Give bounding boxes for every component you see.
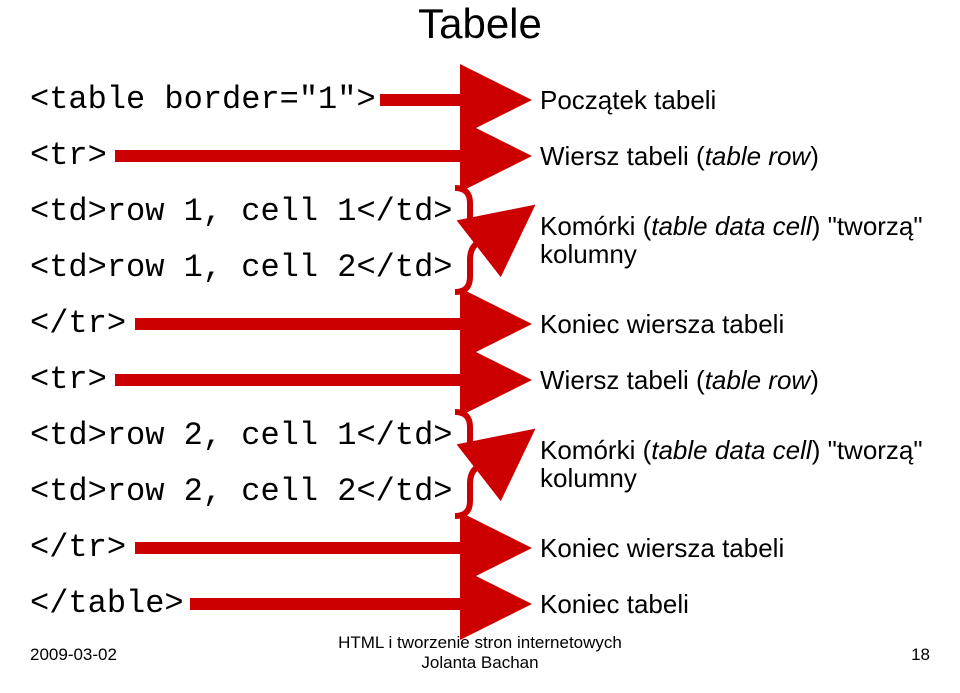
desc-3: Komórki (table data cell) "tworzą" kolum… — [540, 184, 950, 296]
desc-7: Komórki (table data cell) "tworzą" kolum… — [540, 408, 950, 520]
desc-10: Koniec tabeli — [540, 576, 950, 632]
desc-9: Koniec wiersza tabeli — [540, 520, 950, 576]
desc-6c: ) — [810, 365, 819, 395]
code-line-8: <td>row 2, cell 2</td> — [30, 464, 460, 520]
description-column: Początek tabeli Wiersz tabeli (table row… — [540, 72, 950, 632]
desc-10-text: Koniec tabeli — [540, 588, 689, 620]
footer-center-l1: HTML i tworzenie stron internetowych — [338, 633, 622, 652]
desc-7b: table data cell — [651, 435, 811, 465]
desc-3a: Komórki ( — [540, 211, 651, 241]
desc-5-text: Koniec wiersza tabeli — [540, 308, 784, 340]
desc-2a: Wiersz tabeli ( — [540, 141, 705, 171]
desc-1: Początek tabeli — [540, 72, 950, 128]
desc-3b: table data cell — [651, 211, 811, 241]
desc-2c: ) — [810, 141, 819, 171]
desc-5: Koniec wiersza tabeli — [540, 296, 950, 352]
desc-2b: table row — [705, 141, 811, 171]
footer-page-number: 18 — [911, 645, 930, 665]
footer-center-l2: Jolanta Bachan — [421, 653, 538, 672]
footer-center: HTML i tworzenie stron internetowych Jol… — [0, 633, 960, 673]
desc-6: Wiersz tabeli (table row) — [540, 352, 950, 408]
code-column: <table border="1"> <tr> <td>row 1, cell … — [30, 72, 460, 632]
code-line-6: <tr> — [30, 352, 460, 408]
slide-title: Tabele — [0, 0, 960, 48]
code-line-5: </tr> — [30, 296, 460, 352]
code-line-10: </table> — [30, 576, 460, 632]
desc-1-text: Początek tabeli — [540, 84, 716, 116]
code-line-7: <td>row 2, cell 1</td> — [30, 408, 460, 464]
code-line-4: <td>row 1, cell 2</td> — [30, 240, 460, 296]
desc-2: Wiersz tabeli (table row) — [540, 128, 950, 184]
desc-9-text: Koniec wiersza tabeli — [540, 532, 784, 564]
code-line-2: <tr> — [30, 128, 460, 184]
code-line-9: </tr> — [30, 520, 460, 576]
code-line-3: <td>row 1, cell 1</td> — [30, 184, 460, 240]
desc-7a: Komórki ( — [540, 435, 651, 465]
code-line-1: <table border="1"> — [30, 72, 460, 128]
desc-6a: Wiersz tabeli ( — [540, 365, 705, 395]
desc-6b: table row — [705, 365, 811, 395]
